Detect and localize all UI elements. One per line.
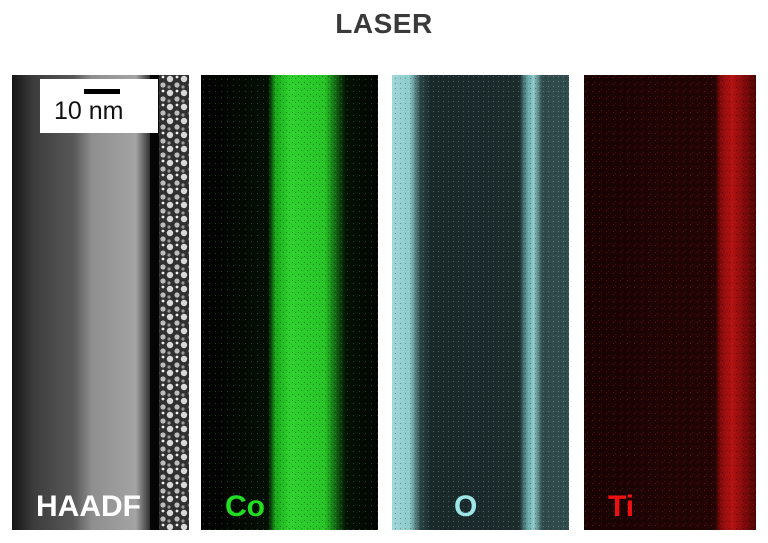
ti-panel: Ti — [584, 75, 756, 530]
scale-bar: 10 nm — [40, 79, 158, 133]
figure-title: LASER — [335, 8, 433, 39]
panel-label-ti: Ti — [608, 490, 635, 523]
haadf-panel: 10 nm HAADF — [12, 75, 189, 530]
haadf-image — [12, 75, 189, 530]
o-map-image — [392, 75, 569, 530]
co-map-image — [201, 75, 378, 530]
o-panel: O — [392, 75, 569, 530]
scale-bar-line — [84, 89, 120, 94]
co-panel: Co — [201, 75, 378, 530]
panel-label-haadf: HAADF — [36, 490, 141, 523]
scale-bar-label: 10 nm — [54, 97, 124, 125]
panel-label-o: O — [454, 490, 478, 523]
panel-label-co: Co — [225, 490, 265, 523]
ti-map-image — [584, 75, 756, 530]
